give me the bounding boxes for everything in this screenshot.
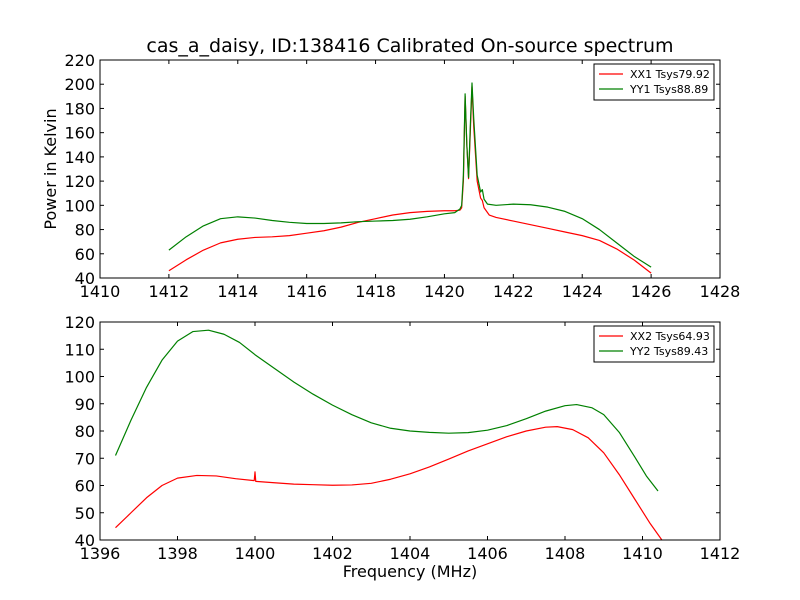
x-tick-label: 1418: [355, 282, 396, 301]
y-axis-label: Power in Kelvin: [41, 108, 60, 229]
x-tick-label: 1422: [493, 282, 534, 301]
y-tick-label: 180: [64, 99, 95, 118]
x-tick-label: 1428: [700, 282, 741, 301]
y-tick-label: 60: [75, 477, 95, 496]
y-tick-label: 140: [64, 148, 95, 167]
y-tick-label: 80: [75, 221, 95, 240]
y-tick-label: 120: [64, 172, 95, 191]
legend-entry-label: YY1 Tsys88.89: [629, 83, 708, 96]
legend-box: [593, 325, 715, 363]
y-tick-label: 120: [64, 313, 95, 332]
y-tick-label: 200: [64, 75, 95, 94]
x-tick-label: 1396: [80, 544, 121, 563]
x-tick-label: 1410: [622, 544, 663, 563]
y-tick-label: 90: [75, 395, 95, 414]
x-axis-label: Frequency (MHz): [343, 562, 477, 581]
legend-box: [593, 63, 715, 101]
x-tick-label: 1402: [312, 544, 353, 563]
legend-entry-label: YY2 Tsys89.43: [629, 345, 708, 358]
y-tick-label: 100: [64, 196, 95, 215]
legend-entry-label: XX2 Tsys64.93: [630, 330, 710, 343]
x-tick-label: 1412: [700, 544, 741, 563]
x-tick-label: 1426: [631, 282, 672, 301]
y-tick-label: 70: [75, 449, 95, 468]
x-tick-label: 1414: [217, 282, 258, 301]
y-tick-label: 110: [64, 340, 95, 359]
series-line-xx2: [115, 426, 663, 540]
y-tick-label: 40: [75, 531, 95, 550]
legend: XX2 Tsys64.93 YY2 Tsys89.43: [593, 325, 715, 363]
y-tick-label: 100: [64, 368, 95, 387]
y-tick-label: 50: [75, 504, 95, 523]
x-tick-label: 1408: [545, 544, 586, 563]
y-tick-label: 40: [75, 269, 95, 288]
x-tick-label: 1420: [424, 282, 465, 301]
x-tick-label: 1406: [467, 544, 508, 563]
x-tick-label: 1400: [235, 544, 276, 563]
x-tick-label: 1398: [157, 544, 198, 563]
legend: XX1 Tsys79.92 YY1 Tsys88.89: [593, 63, 715, 101]
x-tick-label: 1404: [390, 544, 431, 563]
x-tick-label: 1416: [286, 282, 327, 301]
chart-title: cas_a_daisy, ID:138416 Calibrated On-sou…: [146, 35, 673, 57]
x-tick-label: 1412: [149, 282, 190, 301]
y-tick-label: 60: [75, 245, 95, 264]
bottom-spectrum-chart: 1396 1398 1400 1402 1404 1406 1408 1410 1412 40 50…: [64, 313, 740, 581]
top-spectrum-chart: 1410 1412 1414 1416 1418 1420 1422 1424 1426 1428…: [41, 51, 740, 301]
x-tick-label: 1424: [562, 282, 603, 301]
plot-frame: [99, 59, 721, 279]
y-tick-label: 160: [64, 124, 95, 143]
y-tick-label: 220: [64, 51, 95, 70]
series-line-yy2: [114, 329, 659, 492]
x-tick-label: 1410: [80, 282, 121, 301]
legend-entry-label: XX1 Tsys79.92: [630, 68, 710, 81]
series-line-yy1: [168, 82, 652, 268]
y-tick-label: 80: [75, 422, 95, 441]
